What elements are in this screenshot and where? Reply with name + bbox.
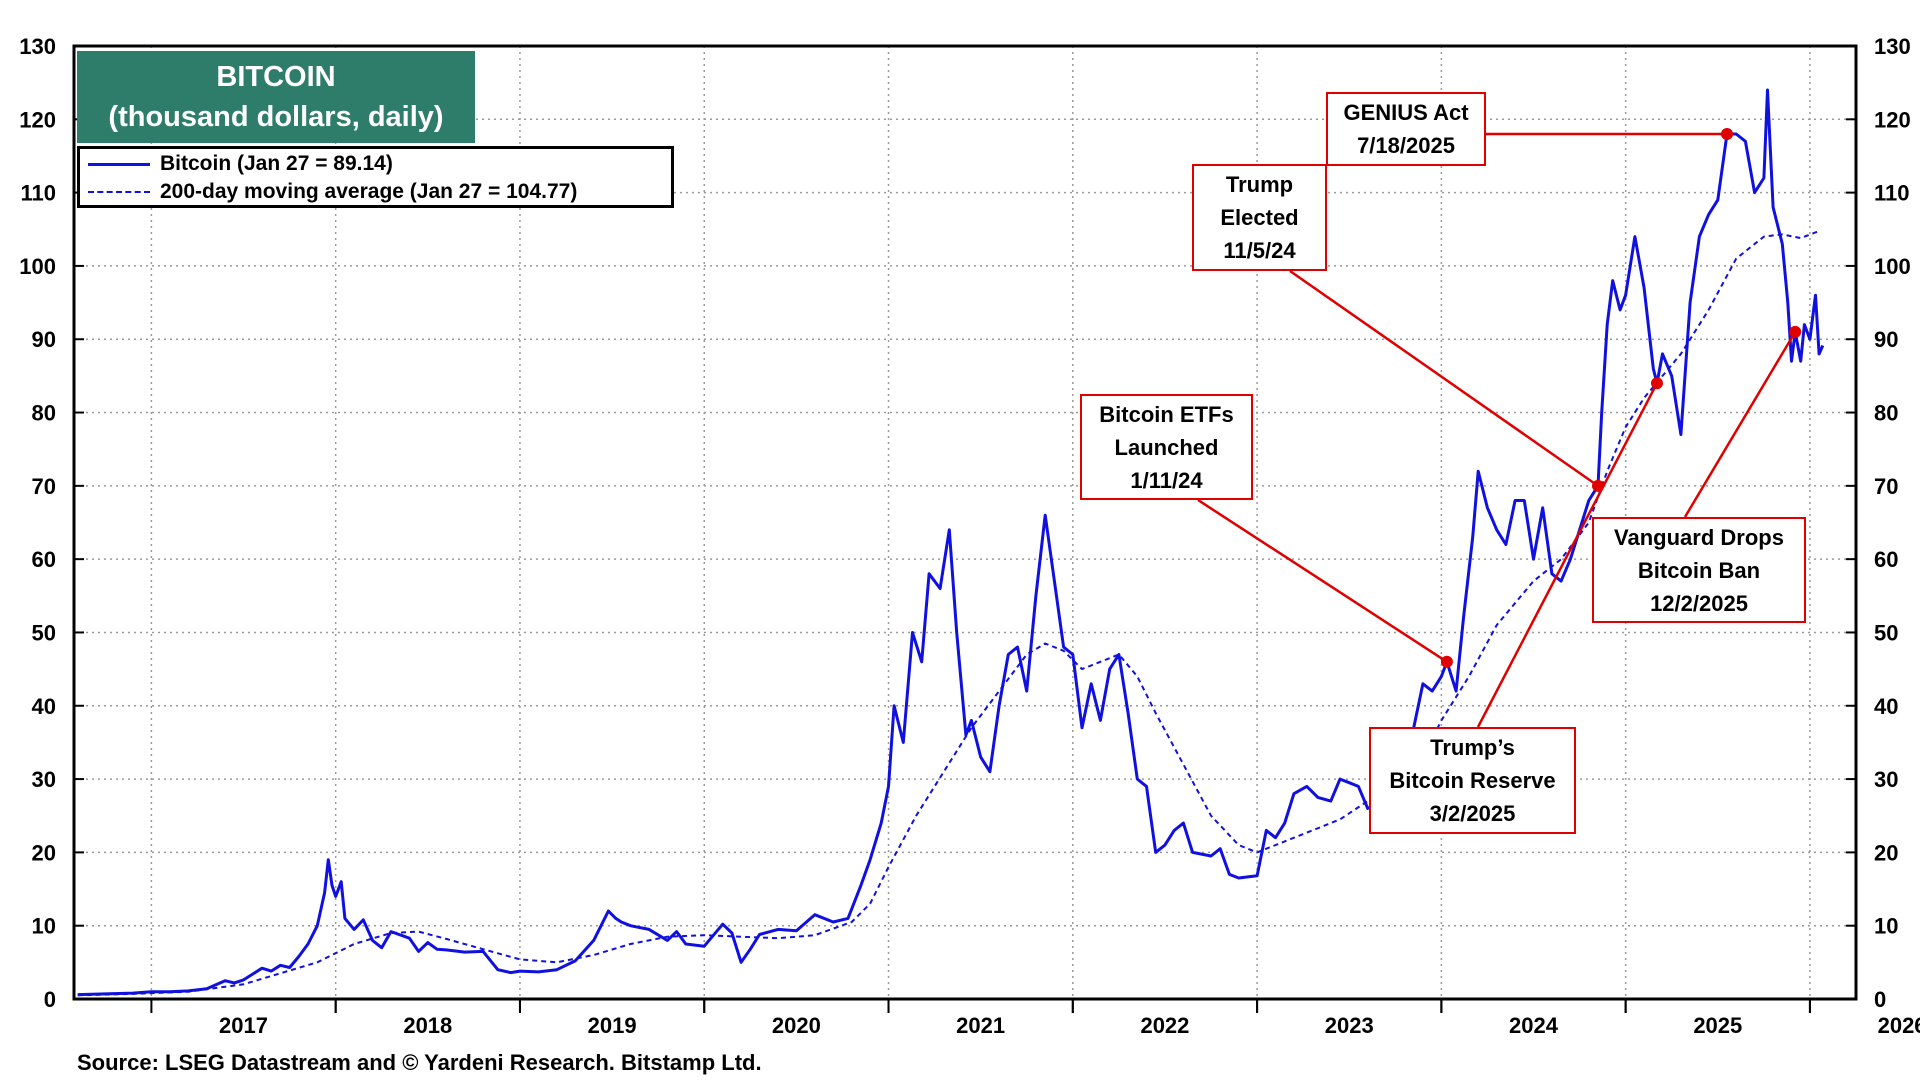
legend-swatch-bitcoin [88,162,150,166]
x-tick-label: 2018 [403,1013,452,1038]
y-tick-label-left: 110 [21,181,57,206]
y-tick-label-left: 60 [32,547,56,572]
chart-subtitle: (thousand dollars, daily) [108,101,444,133]
x-tick-label: 2025 [1693,1013,1742,1038]
annotation-layer [1197,127,1802,728]
annotation-trump-elected-line2: Elected [1220,205,1299,230]
series-bitcoin-line [77,88,1825,997]
series-moving-average-line [77,230,1820,997]
y-tick-label-left: 20 [32,840,56,865]
y-tick-label-left: 70 [32,474,56,499]
y-tick-label-left: 80 [32,401,56,426]
y-tick-label-right: 40 [1874,694,1898,719]
x-tick-label: 2026 [1878,1013,1920,1038]
y-tick-label-left: 10 [32,914,56,939]
annotation-vanguard-line2: Bitcoin Ban [1637,558,1761,583]
annotation-leader-line [1289,269,1599,487]
annotation-reserve-line1: Trump’s [1430,735,1515,760]
legend-label-bitcoin: Bitcoin (Jan 27 = 89.14) [160,152,393,175]
y-tick-label-right: 20 [1874,840,1898,865]
x-tick-label: 2019 [588,1013,637,1038]
y-tick-label-left: 120 [19,107,56,132]
y-tick-label-right: 130 [1874,34,1911,59]
y-tick-label-right: 50 [1874,620,1898,645]
y-tick-label-left: 0 [44,987,56,1012]
series-layer [77,88,1825,997]
chart-title: BITCOIN [216,61,336,93]
annotation-genius-act: GENIUS Act 7/18/2025 [1326,92,1486,166]
y-tick-label-right: 110 [1874,181,1910,206]
y-tick-label-right: 60 [1874,547,1898,572]
annotation-genius-date: 7/18/2025 [1357,133,1455,158]
annotation-vanguard-line1: Vanguard Drops [1614,525,1784,550]
annotation-reserve-line2: Bitcoin Reserve [1389,768,1556,793]
x-tick-label: 2020 [772,1013,821,1038]
x-tick-label: 2017 [219,1013,268,1038]
annotation-leader-line [1197,498,1448,663]
event-dot-etfs [1440,655,1453,668]
annotation-trump-elected-line1: Trump [1225,172,1294,197]
annotation-etfs-line1: Bitcoin ETFs [1099,402,1234,427]
annotation-vanguard: Vanguard Drops Bitcoin Ban 12/2/2025 [1592,517,1806,623]
annotation-etfs-date: 1/11/24 [1130,468,1203,493]
x-tick-label: 2022 [1140,1013,1189,1038]
y-tick-label-left: 90 [32,327,56,352]
x-tick-label: 2021 [956,1013,1005,1038]
x-tick-label: 2024 [1509,1013,1559,1038]
annotation-trump-elected: Trump Elected 11/5/24 [1192,164,1327,271]
x-tick-label: 2023 [1325,1013,1374,1038]
y-tick-label-left: 40 [32,694,56,719]
legend-label-moving-average: 200-day moving average (Jan 27 = 104.77) [160,180,578,203]
y-tick-label-left: 30 [32,767,56,792]
annotation-genius-label: GENIUS Act [1343,100,1469,125]
y-tick-label-right: 120 [1874,107,1911,132]
legend-item-bitcoin: Bitcoin (Jan 27 = 89.14) [88,151,393,177]
event-dot-vanguard [1789,325,1802,338]
event-dot-genius [1721,127,1734,140]
chart-title-box: BITCOIN (thousand dollars, daily) [77,51,475,143]
y-tick-label-right: 90 [1874,327,1898,352]
legend-swatch-moving-average [88,191,150,193]
annotation-etfs-line2: Launched [1114,435,1219,460]
y-tick-label-right: 10 [1874,914,1898,939]
event-dot-reserve [1650,377,1663,390]
y-tick-label-left: 130 [19,34,56,59]
annotation-vanguard-date: 12/2/2025 [1650,591,1748,616]
annotation-leader-line [1683,331,1797,518]
y-tick-label-left: 50 [32,620,56,645]
plot-frame [72,44,1858,1001]
y-tick-label-right: 70 [1874,474,1898,499]
y-tick-label-left: 100 [19,254,56,279]
legend: Bitcoin (Jan 27 = 89.14) 200-day moving … [77,146,674,208]
legend-item-moving-average: 200-day moving average (Jan 27 = 104.77) [88,179,577,205]
annotation-leader-line [1476,382,1659,728]
annotation-reserve-date: 3/2/2025 [1429,801,1516,826]
source-note: Source: LSEG Datastream and © Yardeni Re… [77,1050,762,1075]
annotation-bitcoin-reserve: Trump’s Bitcoin Reserve 3/2/2025 [1369,727,1576,834]
annotation-bitcoin-etfs: Bitcoin ETFs Launched 1/11/24 [1080,394,1253,500]
y-tick-label-right: 0 [1874,987,1886,1012]
y-tick-label-right: 30 [1874,767,1898,792]
y-tick-label-right: 80 [1874,401,1898,426]
y-tick-label-right: 100 [1874,254,1911,279]
annotation-trump-elected-date: 11/5/24 [1223,238,1296,263]
